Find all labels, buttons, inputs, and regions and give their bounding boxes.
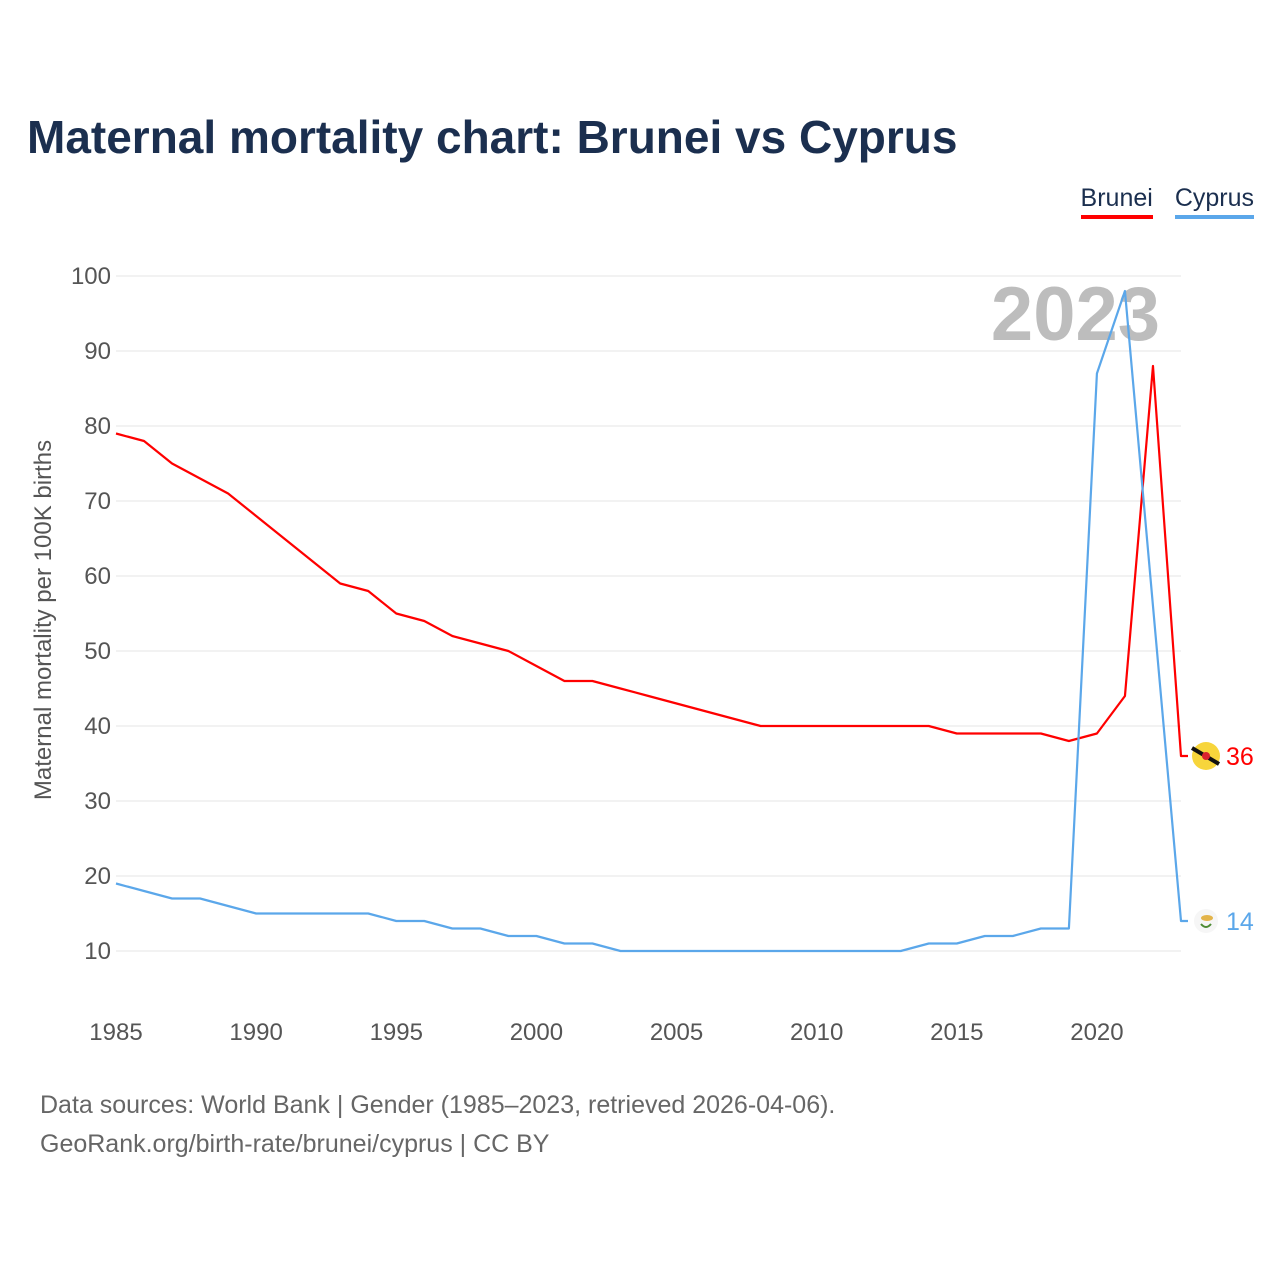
- brunei-flag-emblem: [1202, 752, 1210, 760]
- y-tick-label: 70: [84, 488, 111, 515]
- data-source-text: Data sources: World Bank | Gender (1985–…: [40, 1091, 836, 1119]
- y-tick-label: 90: [84, 338, 111, 365]
- x-tick-label: 1990: [229, 1019, 282, 1046]
- legend-cyprus[interactable]: Cyprus: [1174, 184, 1254, 219]
- y-tick-label: 60: [84, 563, 111, 590]
- y-tick-label: 100: [71, 263, 111, 290]
- x-tick-label: 1985: [89, 1019, 142, 1046]
- y-tick-label: 10: [84, 938, 111, 965]
- x-tick-label: 2005: [650, 1019, 703, 1046]
- y-tick-label: 80: [84, 413, 111, 440]
- x-tick-label: 2020: [1070, 1019, 1123, 1046]
- x-tick-label: 2015: [930, 1019, 983, 1046]
- x-tick-label: 1995: [370, 1019, 423, 1046]
- legend-brunei[interactable]: Brunei: [1080, 184, 1153, 219]
- y-tick-label: 50: [84, 638, 111, 665]
- cyprus-flag-olive: [1200, 923, 1212, 928]
- series-line-brunei: [115, 364, 1188, 758]
- attribution-link[interactable]: GeoRank.org/birth-rate/brunei/cyprus | C…: [40, 1130, 550, 1158]
- chart-title: Maternal mortality chart: Brunei vs Cypr…: [27, 111, 958, 163]
- year-watermark: 2023: [991, 272, 1160, 357]
- series-line-cyprus: [115, 289, 1188, 953]
- cyprus-flag-icon: [1194, 909, 1218, 933]
- y-axis-label: Maternal mortality per 100K births: [30, 440, 57, 800]
- y-tick-label: 40: [84, 713, 111, 740]
- x-tick-label: 2010: [790, 1019, 843, 1046]
- y-tick-label: 30: [84, 788, 111, 815]
- cyprus-flag-island: [1201, 915, 1213, 921]
- y-tick-label: 20: [84, 863, 111, 890]
- x-tick-label: 2000: [510, 1019, 563, 1046]
- footer: Data sources: World Bank | Gender (1985–…: [40, 1086, 835, 1164]
- end-label-brunei: 36: [1226, 743, 1254, 771]
- legend: Brunei Cyprus: [1080, 184, 1254, 219]
- end-label-cyprus: 14: [1226, 908, 1254, 936]
